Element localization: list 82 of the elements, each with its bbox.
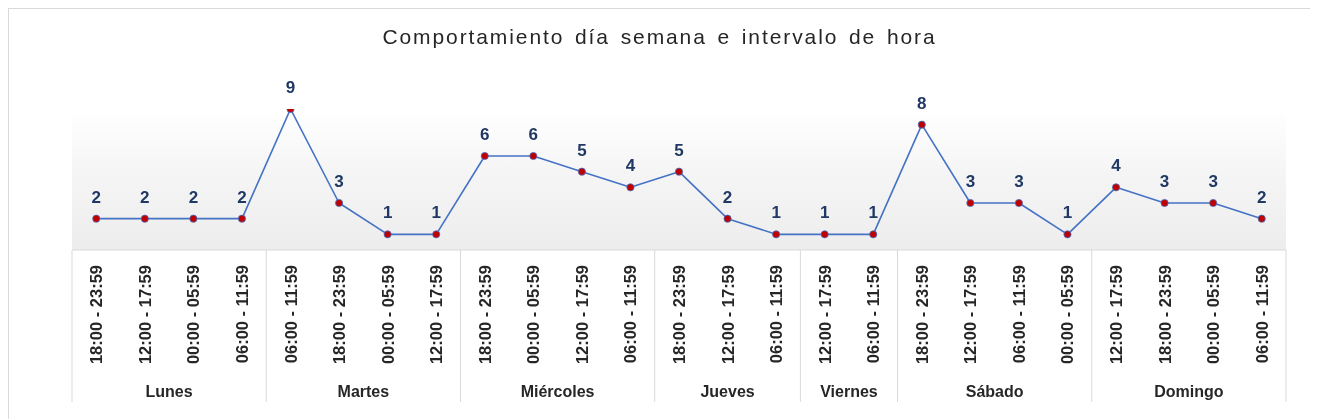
text: Martes (337, 382, 390, 400)
text: Jueves (700, 382, 755, 400)
point (869, 230, 878, 239)
data-label: 5 (674, 140, 684, 160)
point (189, 214, 198, 223)
data-label: 2 (237, 187, 247, 207)
x-tick-label: 06:00 - 11:59 (621, 265, 640, 364)
x-tick-label: 06:00 - 11:59 (1009, 265, 1028, 364)
point (237, 214, 246, 223)
data-label: 8 (917, 93, 927, 113)
point (432, 230, 441, 239)
data-label: 4 (1111, 156, 1122, 176)
data-label: 3 (334, 172, 344, 191)
point (480, 152, 489, 160)
point (1160, 199, 1169, 207)
x-tick-label: 12:00 - 17:59 (961, 265, 980, 365)
data-label: 1 (382, 203, 393, 223)
data-label: 3 (965, 172, 976, 191)
data-label: 4 (625, 156, 636, 176)
point (675, 167, 683, 176)
data-label: 2 (91, 187, 102, 207)
text: Viernes (820, 382, 878, 400)
point (772, 230, 781, 239)
x-tick-label: 18:00 - 23:59 (912, 265, 931, 365)
data-label: 1 (868, 203, 878, 223)
x-tick-label: 12:00 - 17:59 (718, 265, 737, 365)
x-tick-label: 18:00 - 23:59 (475, 265, 494, 365)
point (1112, 183, 1121, 192)
x-tick-label: 12:00 - 17:59 (815, 265, 834, 365)
data-label: 6 (528, 125, 539, 144)
data-label: 1 (431, 203, 441, 223)
x-tick-label: 06:00 - 11:59 (864, 265, 883, 364)
data-label: 1 (819, 203, 830, 223)
text: Domingo (1154, 382, 1224, 400)
data-label: 3 (1208, 172, 1218, 191)
point (140, 214, 149, 223)
data-label: 2 (188, 187, 199, 207)
x-tick-label: 12:00 - 17:59 (1107, 265, 1126, 365)
x-tick-label: 12:00 - 17:59 (572, 265, 591, 365)
point (92, 214, 101, 223)
x-tick-label: 06:00 - 11:59 (232, 265, 251, 364)
x-tick-label: 18:00 - 23:59 (87, 265, 106, 365)
x-tick-label: 12:00 - 17:59 (135, 265, 154, 365)
text: Lunes (145, 382, 193, 400)
point (723, 214, 732, 223)
data-label: 2 (140, 187, 150, 207)
point (1257, 214, 1266, 223)
chart-title: Comportamiento día semana e intervalo de hora (381, 24, 938, 50)
point (1063, 230, 1072, 239)
data-label: 1 (771, 203, 781, 223)
point (335, 199, 344, 207)
point (1014, 199, 1023, 207)
point (917, 120, 926, 129)
x-tick-label: 06:00 - 11:59 (767, 265, 786, 364)
x-tick-label: 00:00 - 05:59 (1058, 265, 1077, 365)
point (383, 230, 392, 239)
data-label: 1 (1062, 203, 1073, 223)
point (577, 167, 586, 176)
data-label: 2 (1256, 187, 1267, 207)
data-label: 2 (722, 187, 733, 207)
x-tick-label: 00:00 - 05:59 (378, 265, 397, 365)
x-tick-label: 18:00 - 23:59 (1155, 265, 1174, 365)
data-label: 9 (285, 78, 296, 97)
x-tick-label: 18:00 - 23:59 (670, 265, 688, 365)
text: Miércoles (520, 382, 595, 400)
x-tick-label: 00:00 - 05:59 (1204, 265, 1223, 365)
point (626, 183, 635, 192)
data-label: 6 (480, 125, 490, 144)
x-tick-label: 00:00 - 05:59 (524, 265, 543, 365)
data-label: 3 (1159, 172, 1170, 191)
x-tick-label: 18:00 - 23:59 (330, 265, 349, 365)
data-label: 3 (1014, 172, 1024, 191)
point (1209, 199, 1218, 207)
x-tick-label: 06:00 - 11:59 (281, 265, 300, 364)
point (966, 199, 975, 207)
x-tick-label: 00:00 - 05:59 (184, 265, 203, 365)
data-label: 5 (577, 140, 587, 160)
text: Sábado (965, 382, 1024, 400)
x-tick-label: 06:00 - 11:59 (1252, 265, 1271, 364)
point (529, 152, 538, 160)
x-tick-label: 12:00 - 17:59 (427, 265, 446, 365)
point (820, 230, 829, 239)
